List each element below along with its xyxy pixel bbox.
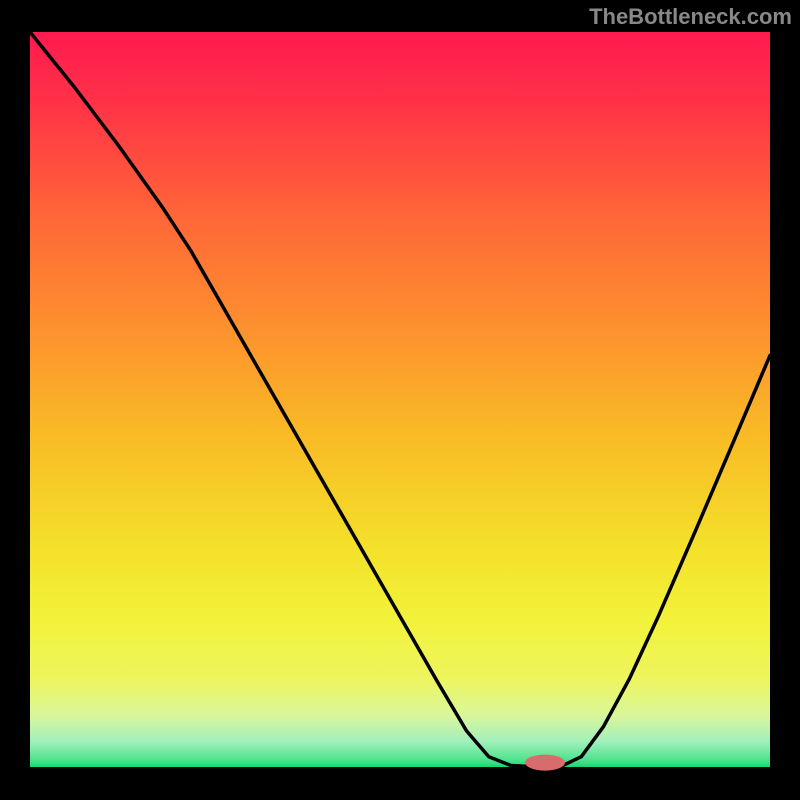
optimal-point-marker xyxy=(525,755,565,771)
plot-background xyxy=(30,32,770,767)
chart-svg xyxy=(0,0,800,800)
bottleneck-chart: TheBottleneck.com xyxy=(0,0,800,800)
watermark-text: TheBottleneck.com xyxy=(589,4,792,30)
